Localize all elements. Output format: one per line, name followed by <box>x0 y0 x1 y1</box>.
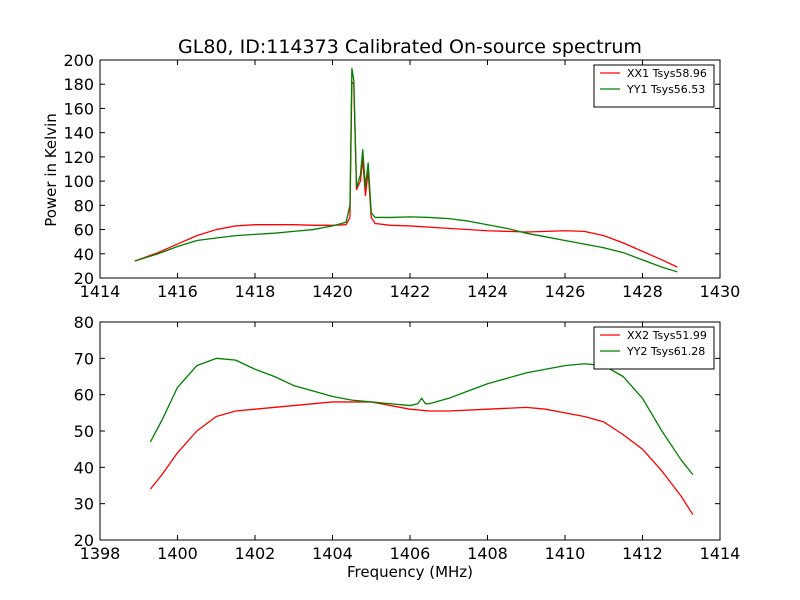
x-tick-label: 1400 <box>157 544 198 563</box>
x-tick-label: 1402 <box>235 544 276 563</box>
legend-label: XX1 Tsys58.96 <box>627 67 707 80</box>
top-subplot: 1414 1416 1418 1420 1422 1424 1426 1428 1430 20 40… <box>63 51 740 301</box>
y-tick-label: 30 <box>74 495 94 514</box>
x-tick-label: 1420 <box>312 282 353 301</box>
y-tick-label: 140 <box>63 124 94 143</box>
bottom-subplot: 1398 1400 1402 1404 1406 1408 1410 1412 1414 20 30… <box>74 313 741 563</box>
x-tick-label: 1414 <box>700 544 741 563</box>
x-axis-label: Frequency (MHz) <box>347 563 473 581</box>
y-tick-label: 60 <box>74 221 94 240</box>
y-tick-label: 40 <box>74 245 94 264</box>
x-tick-label: 1422 <box>390 282 431 301</box>
x-tick-label: 1398 <box>80 544 121 563</box>
x-tick-label: 1412 <box>622 544 663 563</box>
y-tick-label: 200 <box>63 51 94 70</box>
series-line-2-1 <box>149 401 694 515</box>
series-line-1-2 <box>134 67 678 273</box>
x-tick-label: 1428 <box>622 282 663 301</box>
y-tick-label: 80 <box>74 313 94 332</box>
x-tick-label: 1418 <box>235 282 276 301</box>
y-tick-label: 40 <box>74 458 94 477</box>
legend-label: XX2 Tsys51.99 <box>627 329 707 342</box>
y-tick-label: 180 <box>63 75 94 94</box>
x-tick-label: 1410 <box>545 544 586 563</box>
x-tick-label: 1430 <box>700 282 741 301</box>
y-tick-label: 70 <box>74 349 94 368</box>
legend-box <box>593 326 715 370</box>
x-tick-label: 1414 <box>80 282 121 301</box>
x-tick-label: 1404 <box>312 544 353 563</box>
x-tick-label: 1416 <box>157 282 198 301</box>
series-line-1-1 <box>134 81 678 268</box>
series-line-2-2 <box>149 357 694 476</box>
x-tick-label: 1408 <box>467 544 508 563</box>
x-tick-label: 1406 <box>390 544 431 563</box>
y-tick-label: 120 <box>63 148 94 167</box>
legend-box <box>593 64 715 108</box>
figure-title: GL80, ID:114373 Calibrated On-source spe… <box>178 36 642 58</box>
y-tick-label: 100 <box>63 172 94 191</box>
y-tick-label: 160 <box>63 99 94 118</box>
x-tick-label: 1424 <box>467 282 508 301</box>
y-tick-label: 50 <box>74 422 94 441</box>
x-tick-label: 1426 <box>545 282 586 301</box>
legend-label: YY1 Tsys56.53 <box>626 83 705 96</box>
y-tick-label: 20 <box>74 531 94 550</box>
legend-label: YY2 Tsys61.28 <box>626 345 705 358</box>
y-tick-label: 80 <box>74 196 94 215</box>
y-tick-label: 60 <box>74 386 94 405</box>
y-tick-label: 20 <box>74 269 94 288</box>
y-axis-label: Power in Kelvin <box>42 113 60 227</box>
